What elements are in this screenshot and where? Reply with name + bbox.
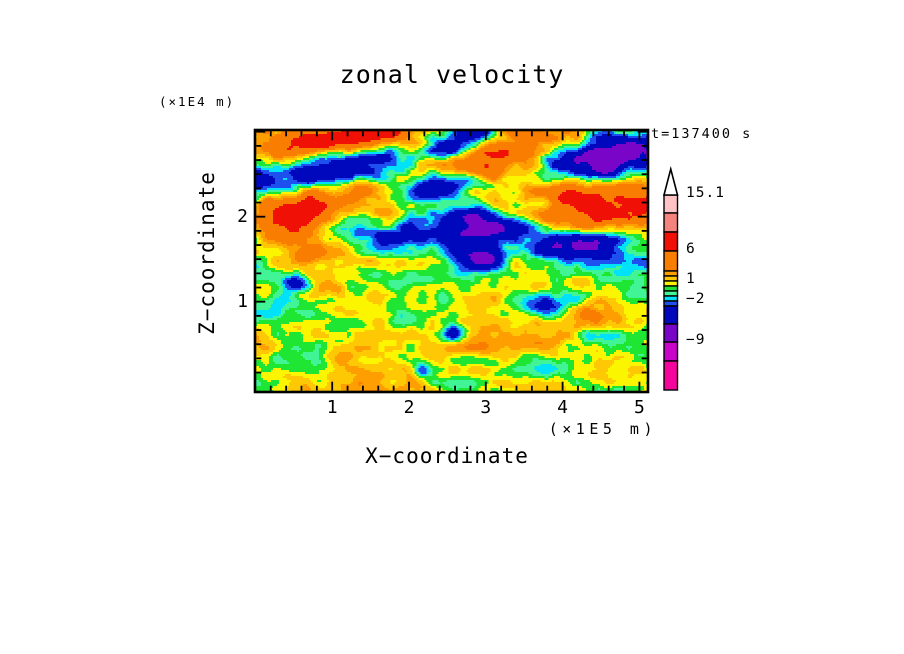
x-tick-label: 2	[403, 397, 415, 418]
colorbar-segment	[663, 305, 679, 325]
x-tick-label: 3	[480, 397, 492, 418]
colorbar-segment	[663, 231, 679, 252]
colorbar-segment	[663, 323, 679, 343]
colorbar-segment	[663, 194, 679, 214]
colorbar-tick-label: −9	[686, 332, 706, 348]
time-label: t=137400 s	[651, 126, 753, 142]
colorbar-segment	[663, 300, 679, 307]
colorbar-tick-label: 1	[686, 271, 696, 287]
colorbar-tick-label: 6	[686, 241, 696, 257]
colorbar-tick-label: −2	[686, 291, 706, 307]
colorbar-tip	[662, 165, 679, 196]
colorbar-segment	[663, 290, 679, 297]
colorbar-segment	[663, 285, 679, 292]
colorbar-segment	[663, 270, 679, 277]
colorbar-segment	[663, 295, 679, 302]
colorbar-segment	[663, 212, 679, 233]
z-tick-label: 2	[237, 205, 248, 227]
z-tick-label: 1	[237, 290, 248, 312]
colorbar-segment	[663, 275, 679, 282]
colorbar-segment	[663, 250, 679, 272]
colorbar-segment	[663, 360, 679, 391]
x-tick-label: 5	[633, 397, 645, 418]
x-axis-title: X−coordinate	[365, 444, 529, 468]
x-tick-label: 4	[557, 397, 569, 418]
colorbar-tick-label: 15.1	[686, 185, 725, 201]
plot-title: zonal velocity	[339, 60, 565, 89]
contour-field-canvas	[255, 130, 648, 392]
colorbar-segment	[663, 341, 679, 362]
x-axis-unit-label: (×1E5 m)	[548, 420, 657, 438]
x-tick-label: 1	[326, 397, 338, 418]
colorbar-segment	[663, 280, 679, 287]
z-axis-unit-label: (×1E4 m)	[159, 94, 236, 109]
